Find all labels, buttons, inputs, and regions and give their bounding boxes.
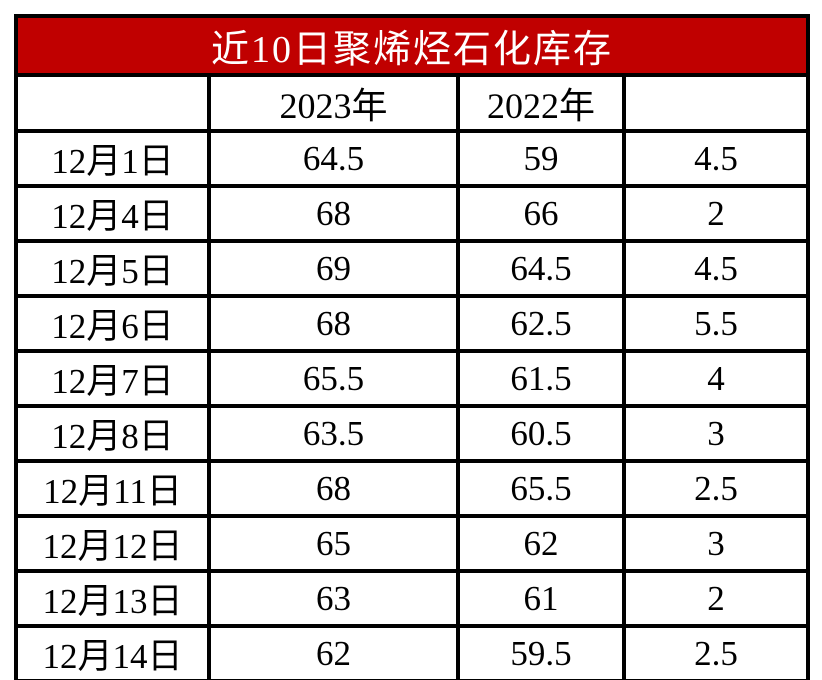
date-cell: 12月11日 <box>14 459 211 518</box>
diff-cell: 2 <box>621 569 811 628</box>
value-2022-cell: 62 <box>456 514 626 573</box>
value-2023-cell: 68 <box>207 184 460 243</box>
value-2022-cell: 65.5 <box>456 459 626 518</box>
value-2022-cell: 61 <box>456 569 626 628</box>
title-row: 近10日聚烯烃石化库存 <box>13 14 811 77</box>
value-2022-cell: 66 <box>456 184 626 243</box>
value-2023-cell: 64.5 <box>207 129 460 188</box>
value-2022-cell: 64.5 <box>456 239 626 298</box>
date-cell: 12月1日 <box>14 129 211 188</box>
value-2023-cell: 62 <box>207 624 460 680</box>
table-title: 近10日聚烯烃石化库存 <box>13 14 811 77</box>
value-2023-cell: 65.5 <box>207 349 460 408</box>
column-header-2023: 2023年 <box>207 73 460 133</box>
date-cell: 12月12日 <box>14 514 211 573</box>
date-cell: 12月7日 <box>14 349 211 408</box>
diff-cell: 5.5 <box>621 294 811 353</box>
column-header-diff-blank <box>621 73 811 133</box>
date-cell: 12月5日 <box>14 239 211 298</box>
column-header-2022: 2022年 <box>456 73 626 133</box>
value-2023-cell: 68 <box>207 294 460 353</box>
value-2023-cell: 63.5 <box>207 404 460 463</box>
table-row: 12月14日 62 59.5 2.5 <box>14 624 811 680</box>
table-row: 12月5日 69 64.5 4.5 <box>14 239 811 298</box>
date-cell: 12月14日 <box>14 624 211 680</box>
date-cell: 12月8日 <box>14 404 211 463</box>
value-2023-cell: 69 <box>207 239 460 298</box>
value-2023-cell: 68 <box>207 459 460 518</box>
column-header-row: 2023年 2022年 <box>14 73 811 133</box>
table-row: 12月1日 64.5 59 4.5 <box>14 129 811 188</box>
diff-cell: 3 <box>621 514 811 573</box>
table-row: 12月7日 65.5 61.5 4 <box>14 349 811 408</box>
date-cell: 12月4日 <box>14 184 211 243</box>
table-row: 12月12日 65 62 3 <box>14 514 811 573</box>
value-2022-cell: 59 <box>456 129 626 188</box>
diff-cell: 4.5 <box>621 239 811 298</box>
table-row: 12月4日 68 66 2 <box>14 184 811 243</box>
diff-cell: 4 <box>621 349 811 408</box>
value-2022-cell: 61.5 <box>456 349 626 408</box>
diff-cell: 4.5 <box>621 129 811 188</box>
diff-cell: 3 <box>621 404 811 463</box>
polyolefin-inventory-table: 近10日聚烯烃石化库存 2023年 2022年 12月1日 64.5 59 4.… <box>13 14 811 680</box>
column-header-date-blank <box>14 73 211 133</box>
value-2022-cell: 59.5 <box>456 624 626 680</box>
value-2022-cell: 60.5 <box>456 404 626 463</box>
table-row: 12月6日 68 62.5 5.5 <box>14 294 811 353</box>
diff-cell: 2.5 <box>621 624 811 680</box>
date-cell: 12月6日 <box>14 294 211 353</box>
table-row: 12月13日 63 61 2 <box>14 569 811 628</box>
date-cell: 12月13日 <box>14 569 211 628</box>
value-2022-cell: 62.5 <box>456 294 626 353</box>
table-row: 12月8日 63.5 60.5 3 <box>14 404 811 463</box>
diff-cell: 2.5 <box>621 459 811 518</box>
table-row: 12月11日 68 65.5 2.5 <box>14 459 811 518</box>
value-2023-cell: 65 <box>207 514 460 573</box>
value-2023-cell: 63 <box>207 569 460 628</box>
diff-cell: 2 <box>621 184 811 243</box>
